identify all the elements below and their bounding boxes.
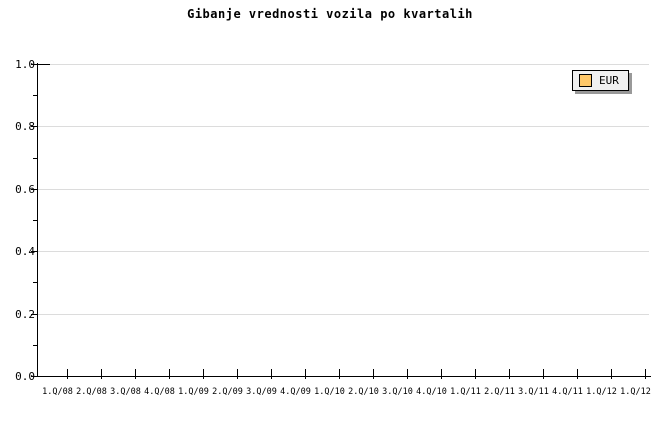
- x-tick-label: 1.Q/11: [450, 387, 481, 397]
- y-tick-label: 0.6: [15, 183, 35, 196]
- x-tick-label: 3.Q/09: [246, 387, 277, 397]
- x-axis-line: [37, 376, 651, 377]
- x-tick-label: 4.Q/11: [552, 387, 583, 397]
- y-tick-label: 0.2: [15, 308, 35, 321]
- x-tick: [611, 369, 612, 379]
- y-axis-top-cap: [37, 64, 50, 65]
- y-gridline: [37, 314, 649, 315]
- legend-label-eur: EUR: [599, 73, 619, 87]
- x-tick-label: 3.Q/10: [382, 387, 413, 397]
- x-tick-label: 1.Q/08: [42, 387, 73, 397]
- x-tick: [475, 369, 476, 379]
- chart-title: Gibanje vrednosti vozila po kvartalih: [187, 7, 473, 21]
- x-tick: [271, 369, 272, 379]
- y-major-tick: [31, 376, 37, 377]
- x-tick-label: 1.Q/10: [314, 387, 345, 397]
- x-tick: [577, 369, 578, 379]
- y-gridline: [37, 251, 649, 252]
- y-axis-line: [37, 63, 38, 377]
- x-tick-label: 1.Q/12: [620, 387, 651, 397]
- x-tick: [645, 369, 646, 379]
- x-tick: [373, 369, 374, 379]
- x-tick-label: 2.Q/08: [76, 387, 107, 397]
- x-tick: [441, 369, 442, 379]
- y-major-tick: [31, 251, 37, 252]
- y-tick-label: 0.8: [15, 120, 35, 133]
- x-tick-label: 3.Q/11: [518, 387, 549, 397]
- y-major-tick: [31, 64, 37, 65]
- y-tick-label: 0.4: [15, 245, 35, 258]
- y-minor-tick: [33, 282, 37, 283]
- x-tick: [543, 369, 544, 379]
- y-major-tick: [31, 126, 37, 127]
- legend: EUR: [572, 70, 629, 91]
- x-tick-label: 4.Q/08: [144, 387, 175, 397]
- y-minor-tick: [33, 95, 37, 96]
- y-gridline: [37, 64, 649, 65]
- y-gridline: [37, 126, 649, 127]
- y-minor-tick: [33, 220, 37, 221]
- x-tick: [203, 369, 204, 379]
- x-tick-label: 4.Q/09: [280, 387, 311, 397]
- x-tick-label: 3.Q/08: [110, 387, 141, 397]
- y-tick-label: 1.0: [15, 58, 35, 71]
- x-tick-label: 1.Q/09: [178, 387, 209, 397]
- y-major-tick: [31, 189, 37, 190]
- y-major-tick: [31, 314, 37, 315]
- y-tick-label: 0.0: [15, 370, 35, 383]
- y-gridline: [37, 189, 649, 190]
- x-tick: [169, 369, 170, 379]
- x-tick: [509, 369, 510, 379]
- x-tick: [135, 369, 136, 379]
- y-minor-tick: [33, 158, 37, 159]
- x-tick-label: 1.Q/12: [586, 387, 617, 397]
- x-tick: [407, 369, 408, 379]
- x-tick-label: 4.Q/10: [416, 387, 447, 397]
- y-minor-tick: [33, 345, 37, 346]
- x-tick-label: 2.Q/09: [212, 387, 243, 397]
- x-tick: [67, 369, 68, 379]
- x-tick-label: 2.Q/10: [348, 387, 379, 397]
- x-tick: [101, 369, 102, 379]
- x-tick-label: 2.Q/11: [484, 387, 515, 397]
- x-tick: [339, 369, 340, 379]
- legend-swatch-eur: [579, 74, 592, 87]
- x-tick: [237, 369, 238, 379]
- x-tick: [305, 369, 306, 379]
